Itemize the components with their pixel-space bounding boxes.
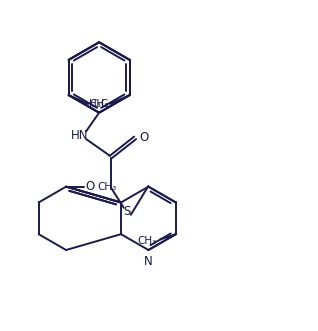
Text: O: O (86, 180, 95, 193)
Text: S: S (124, 205, 131, 218)
Text: H₃C: H₃C (89, 99, 108, 109)
Text: O: O (140, 131, 149, 144)
Text: CH₃: CH₃ (97, 182, 116, 192)
Text: CH₃: CH₃ (90, 99, 109, 109)
Text: N: N (144, 255, 153, 268)
Text: HN: HN (71, 129, 88, 142)
Text: CH₃: CH₃ (137, 236, 156, 246)
